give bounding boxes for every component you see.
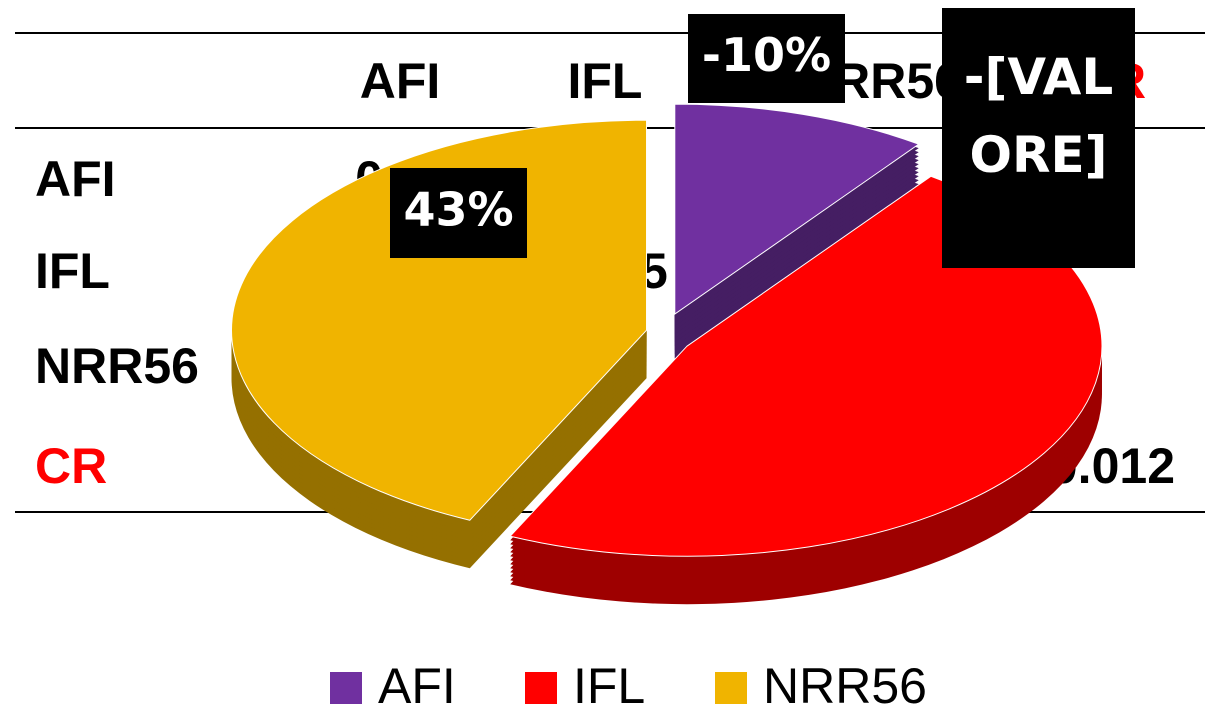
row-label: AFI (35, 151, 116, 207)
data-label-box (390, 168, 527, 258)
legend-label: IFL (573, 658, 645, 709)
row-label: CR (35, 438, 107, 494)
legend-swatch (330, 672, 362, 704)
data-label: -10% (702, 28, 831, 82)
legend-label: AFI (378, 658, 456, 709)
column-header: IFL (568, 53, 643, 109)
legend-swatch (525, 672, 557, 704)
legend-label: NRR56 (763, 658, 927, 709)
column-header: AFI (360, 53, 441, 109)
row-label: NRR56 (35, 338, 199, 394)
slice (231, 119, 648, 521)
data-label-wrap: -[VALORE] (963, 48, 1114, 184)
slice (674, 103, 920, 316)
data-label-box (942, 8, 1135, 268)
data-label: 43% (403, 183, 513, 237)
data-label: -[VALORE] (963, 48, 1114, 184)
data-label-box (688, 14, 845, 103)
row-label: IFL (35, 243, 110, 299)
legend-swatch (715, 672, 747, 704)
